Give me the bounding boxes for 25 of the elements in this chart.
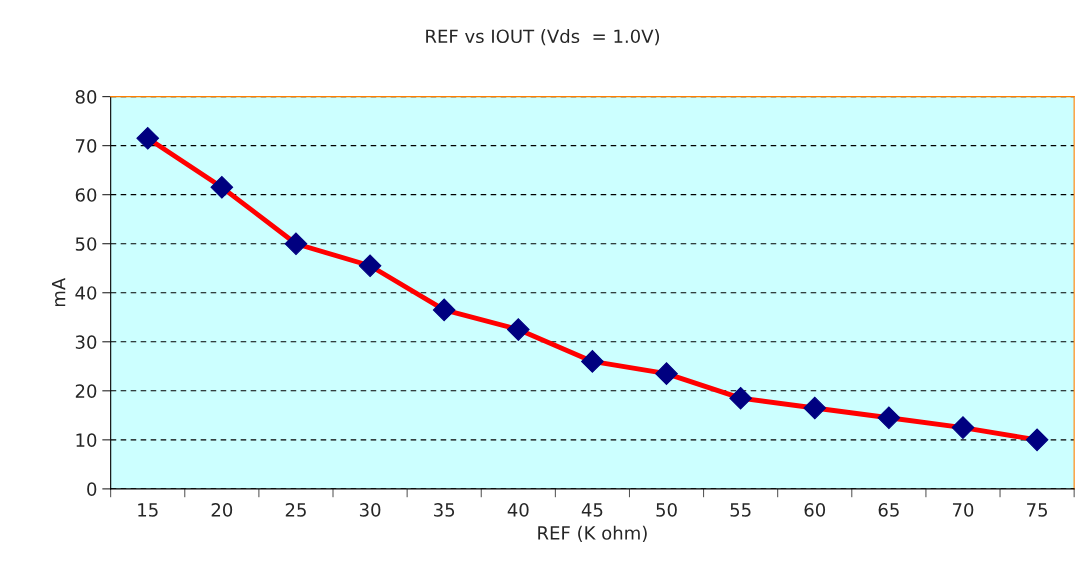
x-axis-title: REF (K ohm): [538, 525, 647, 542]
y-tick-label: 80: [75, 90, 97, 104]
x-tick-label: 15: [138, 503, 158, 517]
y-tick-label: 30: [75, 335, 97, 349]
x-tick-label: 75: [1027, 503, 1047, 517]
x-tick-label: 60: [804, 503, 826, 517]
x-tick-label: 20: [211, 503, 233, 517]
y-tick-label: 40: [75, 286, 97, 300]
x-tick-label: 40: [507, 503, 529, 517]
x-tick-label: 35: [434, 503, 455, 517]
x-tick-label: 25: [285, 503, 306, 517]
x-tick-label: 50: [656, 503, 677, 517]
y-tick-label: 10: [76, 433, 97, 447]
y-axis-title: mA: [52, 277, 66, 307]
y-tick-label: 60: [75, 188, 97, 202]
y-tick-label: 0: [87, 482, 97, 496]
chart-title: REF vs IOUT (Vds = 1.0V): [426, 29, 660, 46]
x-tick-label: 70: [952, 503, 974, 517]
x-tick-label: 65: [878, 503, 899, 517]
y-tick-label: 50: [75, 237, 97, 251]
x-tick-label: 45: [581, 503, 603, 517]
x-tick-label: 30: [359, 503, 381, 517]
y-tick-label: 70: [75, 139, 97, 153]
y-tick-label: 20: [75, 384, 97, 398]
x-tick-label: 55: [730, 503, 751, 517]
